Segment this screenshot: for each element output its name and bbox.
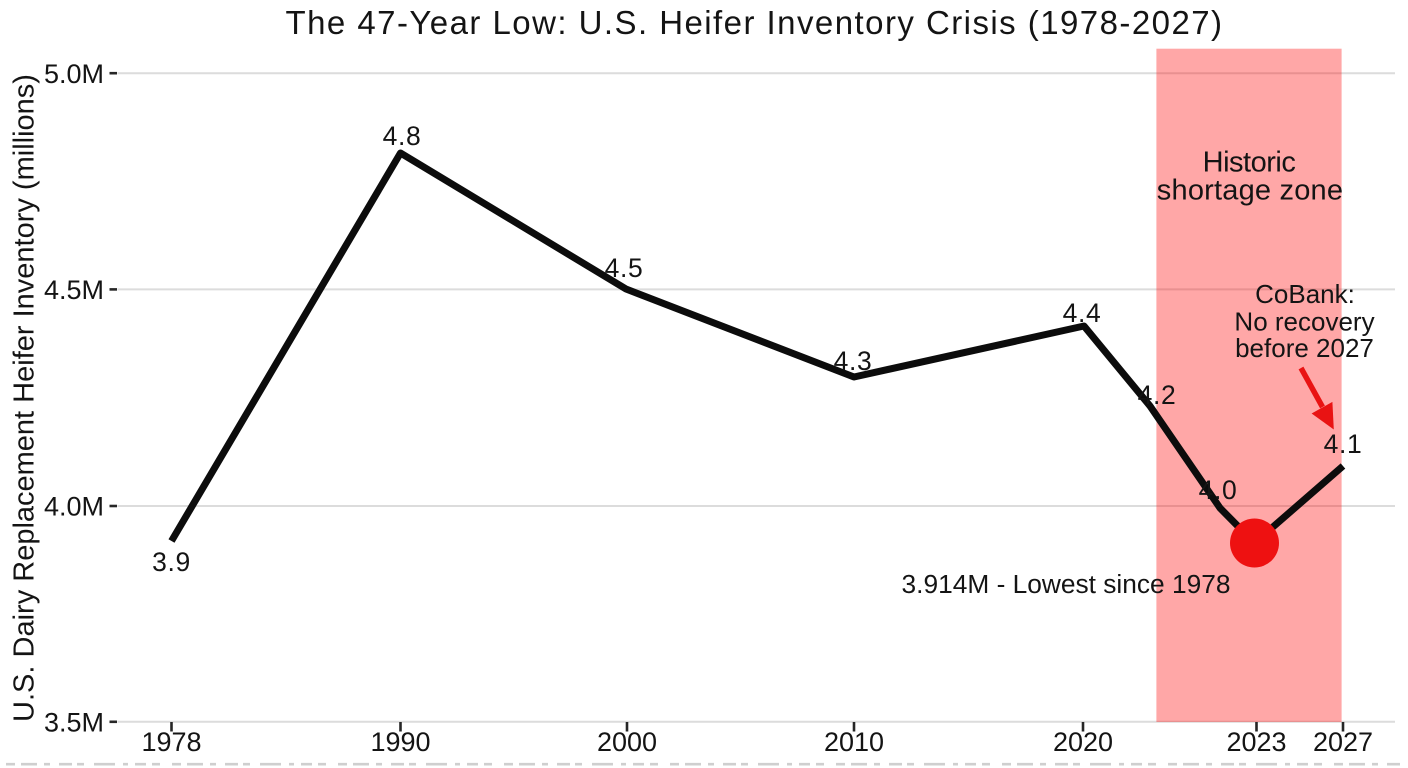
svg-text:5.0M: 5.0M [44, 59, 104, 89]
svg-text:No recovery: No recovery [1234, 307, 1374, 337]
svg-text:2023: 2023 [1226, 727, 1286, 757]
svg-text:4.5M: 4.5M [44, 275, 104, 305]
svg-text:2020: 2020 [1053, 727, 1113, 757]
svg-text:4.1: 4.1 [1324, 429, 1363, 459]
svg-text:Historic: Historic [1203, 147, 1296, 179]
svg-text:1990: 1990 [370, 727, 430, 757]
svg-text:2010: 2010 [824, 727, 884, 757]
svg-text:3.9: 3.9 [152, 547, 191, 577]
svg-text:CoBank:: CoBank: [1255, 279, 1355, 309]
svg-text:before 2027: before 2027 [1235, 333, 1374, 363]
svg-text:4.3: 4.3 [834, 346, 873, 376]
svg-text:1978: 1978 [141, 727, 201, 757]
svg-text:4.0M: 4.0M [44, 492, 104, 522]
svg-text:2000: 2000 [597, 727, 657, 757]
svg-text:2027: 2027 [1313, 727, 1373, 757]
svg-text:4.0: 4.0 [1199, 475, 1238, 505]
svg-text:U.S. Dairy Replacement Heifer: U.S. Dairy Replacement Heifer Inventory … [9, 74, 41, 722]
svg-text:4.5: 4.5 [605, 253, 644, 283]
svg-text:The 47-Year Low: U.S. Heifer I: The 47-Year Low: U.S. Heifer Inventory C… [286, 4, 1224, 41]
svg-text:3.914M - Lowest since 1978: 3.914M - Lowest since 1978 [902, 569, 1231, 599]
svg-text:4.8: 4.8 [383, 121, 422, 151]
svg-text:shortage zone: shortage zone [1157, 175, 1343, 207]
svg-text:4.2: 4.2 [1138, 380, 1177, 410]
svg-text:3.5M: 3.5M [44, 707, 104, 737]
svg-text:4.4: 4.4 [1063, 298, 1102, 328]
